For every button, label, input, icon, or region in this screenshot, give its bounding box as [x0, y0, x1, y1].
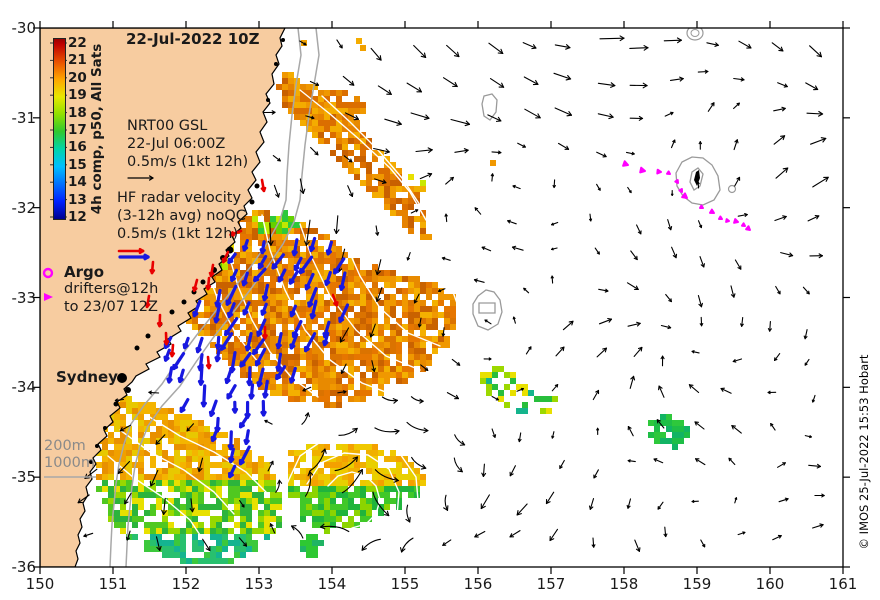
legend-markers — [42, 175, 154, 478]
gsl-legend-line2: 22-Jul 06:00Z — [127, 136, 226, 152]
x-axis-tick-label: 156 — [463, 575, 493, 593]
timestamp-label: 22-Jul-2022 10Z — [126, 30, 260, 48]
drifter-track — [622, 160, 751, 231]
y-axis-tick-label: -32 — [11, 198, 37, 217]
y-axis-tick-label: -34 — [11, 378, 37, 397]
hf-red-arrows — [144, 178, 339, 370]
argo-legend-label: Argo — [64, 263, 105, 281]
bathymetry-contours — [109, 28, 320, 567]
drifter-marker-icon — [44, 293, 53, 301]
depth-label-200m: 200m — [44, 438, 86, 454]
x-axis-tick-label: 161 — [828, 575, 858, 593]
y-axis-tick-label: -30 — [11, 19, 37, 37]
y-axis-tick-label: -36 — [11, 558, 37, 576]
hf-legend-line3: 0.5m/s (1kt 12h) — [117, 226, 239, 242]
coastal-marks — [89, 38, 285, 464]
x-axis-tick-label: 150 — [25, 575, 55, 593]
x-axis-tick-label: 155 — [390, 575, 420, 593]
colorbar-tick-label: 15 — [68, 156, 87, 173]
colorbar-tick-label: 19 — [68, 87, 87, 104]
drifters-legend-line2: to 23/07 12Z — [64, 299, 158, 315]
drifters-legend-line1: drifters@12h — [64, 281, 159, 297]
gsl-legend-line3: 0.5m/s (1kt 12h) — [127, 154, 249, 170]
argo-marker-icon — [42, 267, 54, 279]
colorbar-tick-label: 12 — [68, 209, 87, 225]
x-axis-tick-label: 158 — [609, 575, 639, 593]
gsl-legend-line1: NRT00 GSL — [127, 118, 208, 134]
x-axis-tick-label: 151 — [98, 575, 128, 593]
colorbar-tick-label: 13 — [68, 191, 87, 208]
colorbar-title: 4h comp, p50, All Sats — [89, 43, 105, 215]
y-axis-tick-label: -35 — [11, 468, 37, 487]
hf-radar-layer — [163, 236, 350, 479]
land-polygon — [40, 28, 286, 567]
colorbar-tick-label: 14 — [68, 174, 87, 191]
copyright-label: © IMOS 25-Jul-2022 15:53 Hobart — [857, 354, 871, 550]
x-axis-tick-label: 154 — [317, 575, 347, 593]
island-contours — [472, 28, 737, 331]
colorbar-tick-label: 18 — [68, 104, 87, 121]
y-axis-tick-label: -31 — [11, 108, 37, 127]
colorbar-tick-label: 17 — [68, 122, 87, 138]
x-axis-tick-label: 152 — [171, 575, 201, 593]
hf-legend-line1: HF radar velocity — [117, 190, 242, 206]
axes-frame — [33, 21, 850, 574]
x-axis-tick-label: 159 — [682, 575, 712, 593]
map-layers — [40, 28, 829, 567]
gsl-vector-layer — [77, 35, 829, 553]
x-axis-tick-label: 157 — [536, 575, 566, 593]
x-axis-tick-label: 153 — [244, 575, 274, 593]
y-axis-tick-label: -33 — [11, 288, 37, 307]
city-label: Sydney — [56, 368, 118, 386]
x-axis-tick-label: 160 — [755, 575, 785, 593]
colorbar-tick-label: 22 — [68, 35, 87, 51]
colorbar — [53, 38, 66, 220]
colorbar-tick-label: 21 — [68, 52, 87, 69]
colorbar-tick-label: 20 — [68, 69, 87, 86]
depth-label-1000m: 1000m — [44, 455, 96, 471]
colorbar-tick-label: 16 — [68, 139, 87, 156]
hf-legend-line2: (3-12h avg) noQC — [117, 208, 246, 224]
